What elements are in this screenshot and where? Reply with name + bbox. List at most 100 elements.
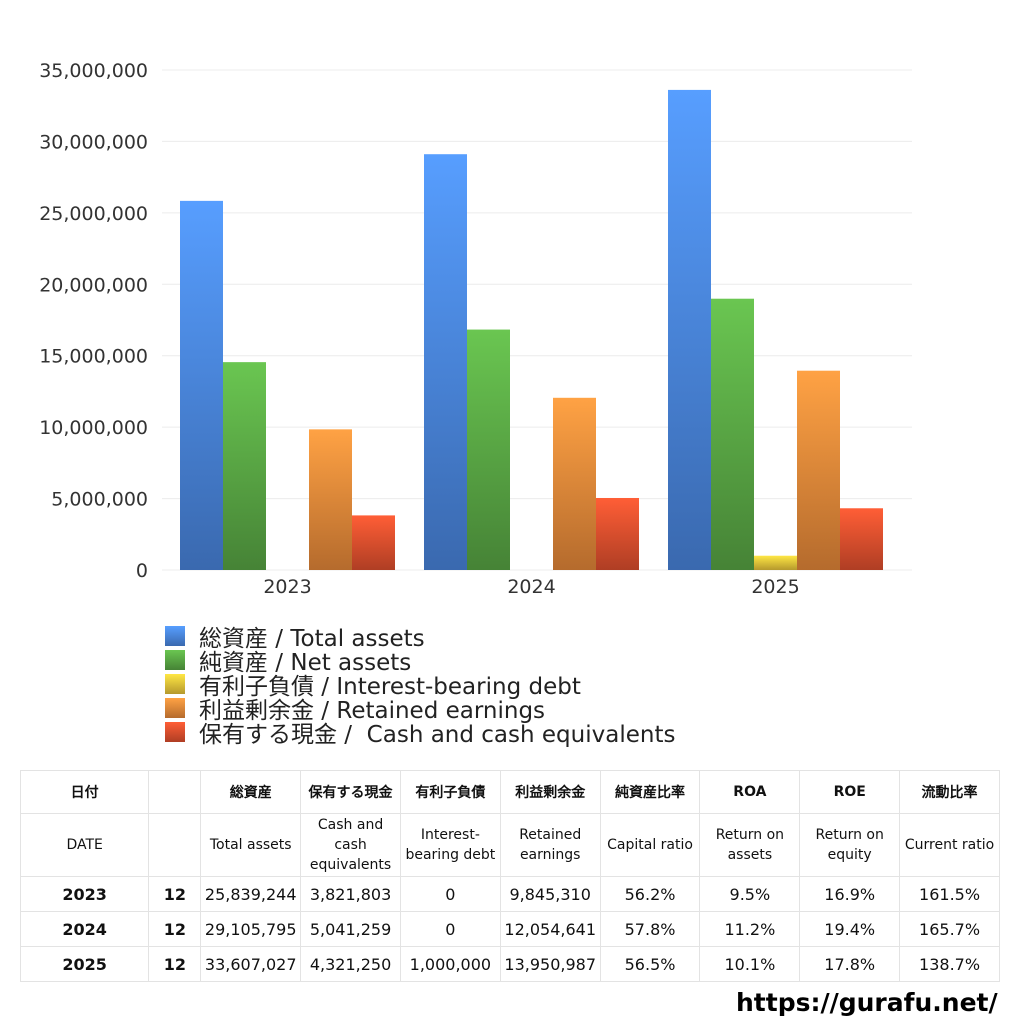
- legend-item: 利益剰余金 / Retained earnings: [165, 696, 675, 724]
- table-cell: 13,950,987: [499, 946, 601, 982]
- header-cell: 総資産: [200, 770, 302, 814]
- y-tick-label: 0: [136, 560, 148, 582]
- table-cell: 11.2%: [699, 911, 801, 947]
- table-row: 2023 12 25,839,244 3,821,803 0 9,845,310…: [19, 876, 1000, 912]
- bar-2024-series-0: [424, 154, 467, 570]
- header-cell: [148, 770, 202, 814]
- table-row: 2025 12 33,607,027 4,321,250 1,000,000 1…: [19, 946, 1000, 982]
- table-cell: 56.2%: [599, 876, 701, 912]
- x-tick-label: 2024: [507, 576, 555, 598]
- header-cell: Capital ratio: [599, 813, 701, 877]
- legend-label: 有利子負債 / Interest-bearing debt: [199, 674, 581, 700]
- table-cell: 25,839,244: [200, 876, 302, 912]
- y-tick-label: 10,000,000: [39, 417, 148, 439]
- table-cell: 165.7%: [899, 911, 1000, 947]
- header-cell: ROA: [699, 770, 801, 814]
- table-header-jp: 日付 総資産 保有する現金 有利子負債 利益剰余金 純資産比率 ROA ROE …: [19, 770, 1000, 814]
- source-url[interactable]: https://gurafu.net/: [736, 988, 998, 1017]
- table-cell: 10.1%: [699, 946, 801, 982]
- header-cell: 流動比率: [899, 770, 1000, 814]
- y-tick-label: 20,000,000: [39, 274, 148, 296]
- table-cell: 12,054,641: [499, 911, 601, 947]
- table-cell: 16.9%: [799, 876, 901, 912]
- legend-swatch: [165, 650, 185, 670]
- y-tick-label: 35,000,000: [39, 60, 148, 82]
- legend-label: 保有する現金 / Cash and cash equivalents: [199, 722, 676, 748]
- table-cell: 0: [399, 911, 501, 947]
- table-cell: 4,321,250: [300, 946, 401, 982]
- header-cell: 純資産比率: [599, 770, 701, 814]
- header-cell: Total assets: [200, 813, 302, 877]
- y-tick-label: 15,000,000: [39, 346, 148, 368]
- legend-label: 利益剰余金 / Retained earnings: [199, 698, 546, 724]
- legend-swatch: [165, 698, 185, 718]
- table-row: 2024 12 29,105,795 5,041,259 0 12,054,64…: [19, 911, 1000, 947]
- table-cell: 12: [148, 946, 202, 982]
- financial-data-table: 日付 総資産 保有する現金 有利子負債 利益剰余金 純資産比率 ROA ROE …: [19, 770, 1000, 982]
- table-cell: 1,000,000: [399, 946, 501, 982]
- bar-2023-series-0: [180, 200, 223, 571]
- bar-2023-series-4: [352, 515, 395, 570]
- legend-item: 総資産 / Total assets: [165, 624, 675, 652]
- table-cell: 19.4%: [799, 911, 901, 947]
- bar-2024-series-4: [596, 497, 639, 570]
- table-cell: 0: [399, 876, 501, 912]
- table-cell: 138.7%: [899, 946, 1000, 982]
- header-cell: ROE: [799, 770, 901, 814]
- table-cell: 17.8%: [799, 946, 901, 982]
- legend-item: 純資産 / Net assets: [165, 648, 675, 676]
- header-cell: DATE: [19, 813, 150, 877]
- bar-2025-series-2: [754, 555, 797, 570]
- table-cell: 12: [148, 911, 202, 947]
- table-cell: 29,105,795: [200, 911, 302, 947]
- x-tick-label: 2023: [263, 576, 311, 598]
- table-cell: 33,607,027: [200, 946, 302, 982]
- y-tick-label: 25,000,000: [39, 203, 148, 225]
- x-axis-tick-labels: 2023 2024 2025: [263, 576, 799, 598]
- y-tick-label: 5,000,000: [51, 489, 148, 511]
- table-cell: 12: [148, 876, 202, 912]
- bar-2024-series-1: [467, 329, 510, 570]
- bar-2024-series-3: [553, 397, 596, 570]
- grid-lines: [162, 69, 912, 571]
- legend-swatch: [165, 722, 185, 742]
- bar-2025-series-0: [668, 89, 711, 571]
- header-cell: [148, 813, 202, 877]
- header-cell: Interest-bearing debt: [399, 813, 501, 877]
- table-header-en: DATE Total assets Cash and cash equivale…: [19, 813, 1000, 877]
- bar-2025-series-3: [797, 370, 840, 570]
- x-tick-label: 2025: [751, 576, 799, 598]
- table-cell: 2025: [19, 946, 150, 982]
- bars: [180, 89, 883, 571]
- table-cell: 161.5%: [899, 876, 1000, 912]
- legend-item: 有利子負債 / Interest-bearing debt: [165, 672, 675, 700]
- bar-chart: 0 5,000,000 10,000,000 15,000,000 20,000,000…: [39, 60, 912, 598]
- header-cell: Return on equity: [799, 813, 901, 877]
- table-cell: 57.8%: [599, 911, 701, 947]
- header-cell: 保有する現金: [300, 770, 401, 814]
- legend-swatch: [165, 626, 185, 646]
- table-cell: 9,845,310: [499, 876, 601, 912]
- bar-2023-series-1: [223, 362, 266, 570]
- header-cell: Cash and cash equivalents: [300, 813, 401, 877]
- legend-label: 総資産 / Total assets: [199, 626, 425, 652]
- bar-2025-series-1: [711, 298, 754, 570]
- bar-2023-series-3: [309, 429, 352, 570]
- header-cell: 日付: [19, 770, 150, 814]
- table-cell: 3,821,803: [300, 876, 401, 912]
- legend-label: 純資産 / Net assets: [199, 650, 412, 676]
- legend-item: 保有する現金 / Cash and cash equivalents: [165, 720, 675, 748]
- header-cell: 利益剰余金: [499, 770, 601, 814]
- header-cell: Retained earnings: [499, 813, 601, 877]
- legend-swatch: [165, 674, 185, 694]
- table-cell: 2024: [19, 911, 150, 947]
- table-cell: 9.5%: [699, 876, 801, 912]
- y-axis-tick-labels: 0 5,000,000 10,000,000 15,000,000 20,000,000…: [39, 60, 148, 582]
- legend: 総資産 / Total assets 純資産 / Net assets 有利子負債 …: [165, 624, 675, 748]
- y-tick-label: 30,000,000: [39, 131, 148, 153]
- header-cell: 有利子負債: [399, 770, 501, 814]
- table-cell: 56.5%: [599, 946, 701, 982]
- bar-2025-series-4: [840, 508, 883, 570]
- table-cell: 5,041,259: [300, 911, 401, 947]
- table-cell: 2023: [19, 876, 150, 912]
